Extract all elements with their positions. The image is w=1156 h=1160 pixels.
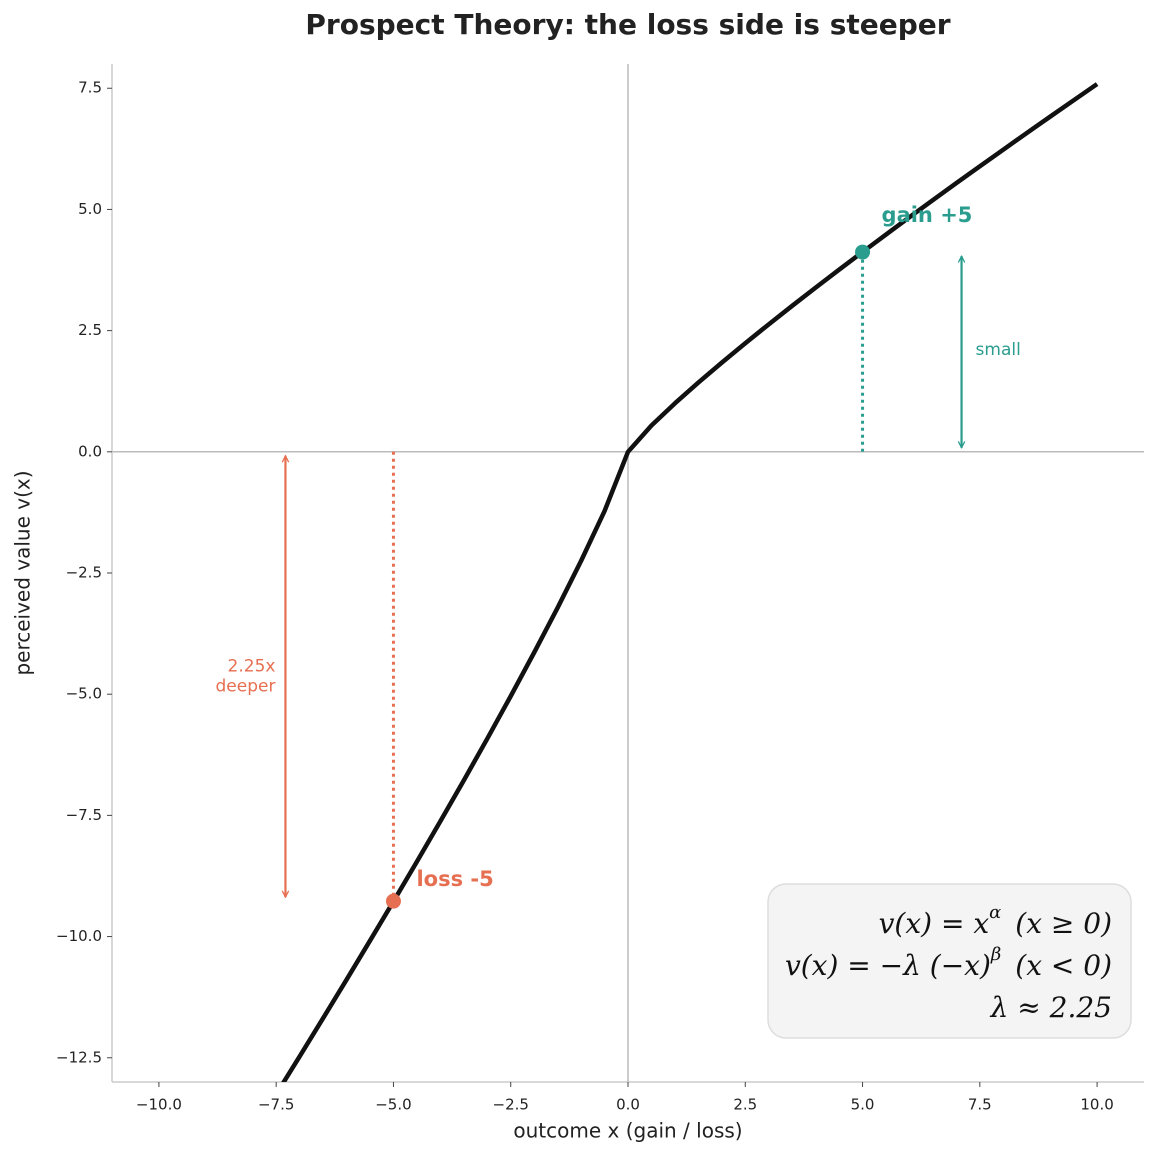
y-tick-label: 2.5 (78, 321, 102, 339)
x-tick-label: 0.0 (616, 1096, 640, 1114)
x-tick-label: −2.5 (493, 1096, 529, 1114)
formula-line: λ ≈ 2.25 (990, 991, 1112, 1024)
formula-part: v(x) = −λ (−x) (785, 949, 991, 982)
formula-line: v(x) = xα (x ≥ 0) (879, 902, 1112, 940)
y-axis-label: perceived value v(x) (11, 470, 35, 675)
point (855, 244, 871, 260)
x-tick-label: 7.5 (968, 1096, 992, 1114)
y-tick-label: −2.5 (66, 564, 102, 582)
arrow-label: small (976, 340, 1021, 360)
y-tick-label: 0.0 (78, 442, 102, 460)
formula-part: v(x) = x (879, 907, 990, 940)
chart-title: Prospect Theory: the loss side is steepe… (305, 8, 950, 41)
formula-part: (x < 0) (1015, 949, 1112, 982)
value-curve (281, 82, 1099, 1082)
formula-part: (x ≥ 0) (1015, 907, 1112, 940)
formula-part: α (989, 902, 1001, 923)
arrow-label: deeper (216, 676, 276, 696)
y-tick-label: 7.5 (78, 79, 102, 97)
y-tick-label: −5.0 (66, 685, 102, 703)
x-tick-label: −7.5 (258, 1096, 294, 1114)
y-tick-label: 5.0 (78, 200, 102, 218)
formula-part: λ ≈ 2.25 (990, 991, 1112, 1024)
formula-box (767, 883, 1132, 1039)
y-tick-label: −7.5 (66, 806, 102, 824)
x-tick-label: 5.0 (851, 1096, 875, 1114)
x-tick-label: 2.5 (733, 1096, 757, 1114)
y-tick-label: −10.0 (56, 927, 102, 945)
x-tick-label: −5.0 (375, 1096, 411, 1114)
formula-line: v(x) = −λ (−x)β (x < 0) (785, 944, 1112, 982)
x-tick-label: −10.0 (136, 1096, 182, 1114)
x-axis-label: outcome x (gain / loss) (513, 1119, 742, 1143)
y-tick-label: −12.5 (56, 1048, 102, 1066)
formula-part: β (990, 944, 1001, 965)
arrow-label: 2.25x (228, 656, 276, 676)
point-label: gain +5 (882, 203, 973, 227)
point (385, 893, 401, 909)
point-label: loss -5 (416, 867, 493, 891)
x-tick-label: 10.0 (1080, 1096, 1113, 1114)
